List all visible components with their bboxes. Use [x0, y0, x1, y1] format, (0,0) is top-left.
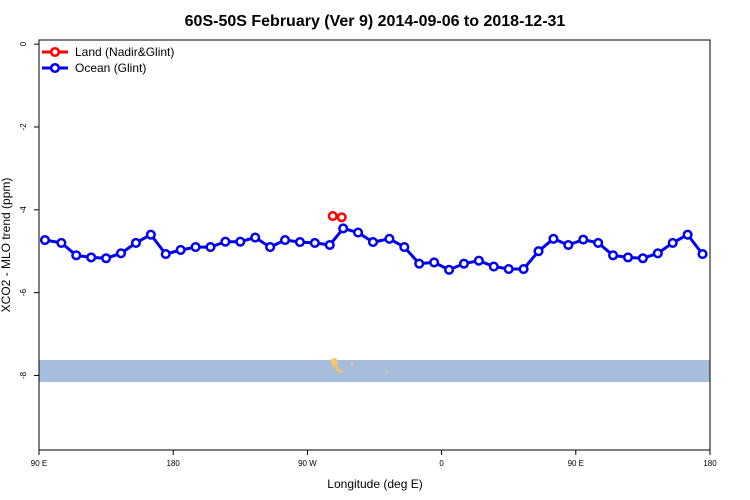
data-point — [593, 237, 604, 248]
series-layer — [39, 210, 708, 275]
x-tick-label: 0 — [439, 459, 444, 468]
data-point — [235, 236, 246, 247]
map-land — [331, 358, 388, 373]
data-point — [250, 232, 261, 243]
plot-frame — [38, 39, 711, 451]
y-axis-ticks: 0 -2 -4 -6 -8 — [19, 41, 39, 379]
x-axis-label: Longitude (deg E) — [327, 477, 422, 491]
data-point — [130, 237, 141, 248]
data-point — [56, 237, 67, 248]
data-point — [548, 233, 559, 244]
data-point — [86, 252, 97, 263]
data-point — [444, 264, 455, 275]
data-point — [145, 229, 156, 240]
data-point — [578, 234, 589, 245]
legend-label-ocean: Ocean (Glint) — [75, 61, 146, 75]
chart-title: 60S-50S February (Ver 9) 2014-09-06 to 2… — [185, 13, 566, 30]
data-point — [518, 263, 529, 275]
data-point — [367, 237, 379, 248]
data-point — [384, 233, 395, 244]
data-point — [414, 258, 425, 269]
series-line-1 — [44, 226, 704, 272]
data-point — [429, 257, 440, 268]
data-point — [353, 227, 364, 238]
x-tick-label: 180 — [703, 459, 717, 468]
x-tick-label: 90 E — [568, 459, 584, 468]
y-tick-label: -6 — [19, 289, 28, 297]
y-tick-label: 0 — [19, 41, 28, 46]
x-tick-label: 90 E — [31, 459, 47, 468]
y-tick-label: -2 — [19, 123, 28, 131]
data-point — [637, 253, 648, 264]
data-point — [175, 244, 186, 256]
legend: Land (Nadir&Glint) Ocean (Glint) — [42, 45, 174, 75]
data-point — [294, 237, 305, 248]
legend-marker-ocean — [49, 62, 61, 74]
data-point — [338, 223, 349, 234]
data-point — [458, 258, 470, 269]
data-point — [488, 261, 499, 272]
y-tick-label: -4 — [19, 206, 28, 214]
data-point — [71, 250, 82, 261]
data-point — [265, 242, 276, 253]
data-point — [608, 250, 619, 261]
data-point — [652, 248, 663, 259]
data-point — [327, 210, 338, 222]
data-point — [115, 248, 127, 259]
data-point — [324, 239, 335, 251]
data-point — [205, 242, 216, 253]
data-point — [682, 229, 693, 240]
data-point — [279, 234, 291, 246]
legend-marker-land — [49, 46, 61, 58]
x-tick-label: 180 — [167, 459, 181, 468]
data-point — [697, 249, 708, 260]
data-point — [473, 255, 484, 266]
data-point — [563, 239, 574, 251]
data-point — [160, 249, 171, 260]
data-point — [336, 212, 347, 223]
legend-label-land: Land (Nadir&Glint) — [75, 45, 174, 59]
data-point — [503, 263, 514, 275]
data-point — [309, 237, 320, 248]
data-point — [667, 237, 678, 248]
map-band — [39, 360, 710, 382]
data-point — [399, 242, 410, 253]
data-point — [220, 236, 231, 247]
x-tick-label: 90 W — [298, 459, 317, 468]
data-point — [101, 253, 112, 264]
data-point — [39, 234, 51, 246]
data-point — [622, 252, 634, 263]
y-axis-label: XCO2 - MLO trend (ppm) — [0, 178, 13, 313]
data-point — [190, 242, 201, 253]
data-point — [533, 246, 544, 257]
y-tick-label: -8 — [19, 371, 28, 379]
x-axis-ticks: 90 E 180 90 W 0 90 E 180 — [31, 450, 717, 468]
